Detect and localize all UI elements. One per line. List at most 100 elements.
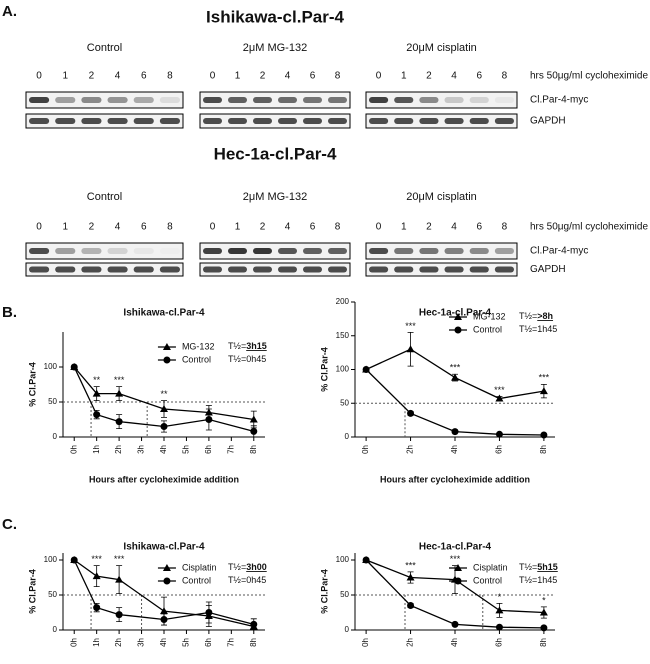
chart-title: Hec-1a-cl.Par-4	[419, 308, 492, 319]
lane-label: 8	[167, 222, 173, 233]
marker	[406, 345, 415, 353]
lane-label: 2	[89, 222, 95, 233]
band	[203, 97, 222, 103]
band	[328, 248, 347, 254]
band	[253, 97, 272, 103]
marker	[93, 604, 101, 612]
significance: **	[93, 375, 101, 385]
marker	[451, 373, 459, 381]
band	[419, 118, 439, 124]
x-tick-label: 5h	[182, 445, 191, 454]
marker	[495, 394, 504, 402]
series-line	[73, 559, 254, 626]
marker	[451, 428, 459, 436]
legend-label: MG-132	[473, 311, 506, 321]
y-tick-label: 150	[336, 331, 350, 340]
blot-strip	[25, 113, 184, 129]
band	[494, 248, 514, 254]
y-tick-label: 200	[336, 297, 350, 306]
x-tick-label: 2h	[114, 638, 123, 647]
band	[278, 266, 297, 273]
lane-label: 8	[335, 222, 341, 233]
band	[494, 97, 514, 103]
legend-marker	[162, 564, 171, 571]
lane-label: 1	[401, 71, 407, 82]
legend-label: Control	[473, 575, 502, 585]
half-life-value: 3h15	[246, 341, 267, 351]
band	[394, 118, 414, 124]
marker	[160, 405, 168, 412]
significance: *	[498, 592, 502, 602]
band	[444, 248, 464, 254]
lane-label: 8	[167, 71, 173, 82]
lane-label: 2	[426, 71, 432, 82]
band	[29, 248, 50, 254]
band	[369, 248, 389, 254]
x-tick-label: 6h	[204, 445, 213, 454]
marker	[362, 366, 370, 373]
band	[203, 118, 222, 124]
band	[253, 248, 272, 254]
half-life-prefix: T½=	[228, 341, 246, 351]
band	[328, 118, 347, 124]
row-label: GAPDH	[530, 116, 566, 127]
marker	[115, 575, 124, 583]
x-axis-label: Hours after cycloheximide addition	[89, 474, 239, 484]
half-life-label: T½=3h00	[228, 562, 267, 572]
marker	[249, 415, 258, 423]
x-tick-label: 0h	[69, 638, 78, 647]
band	[369, 266, 389, 273]
x-tick-label: 0h	[361, 638, 370, 647]
marker	[92, 572, 101, 580]
series-line	[73, 366, 254, 421]
band	[419, 97, 439, 103]
marker	[250, 620, 258, 628]
half-life-label: T½=1h45	[519, 575, 557, 585]
lane-label: 0	[36, 222, 42, 233]
marker	[451, 620, 459, 628]
significance: ***	[450, 363, 461, 373]
significance: ***	[91, 554, 102, 564]
marker	[540, 431, 548, 439]
x-tick-label: 1h	[92, 445, 101, 454]
blot-strip	[199, 242, 351, 260]
significance: ***	[405, 321, 416, 331]
blot-strip	[199, 91, 351, 109]
band	[29, 97, 50, 103]
band	[369, 118, 389, 124]
row-label: Cl.Par-4-myc	[530, 246, 588, 257]
blot-title: Hec-1a-cl.Par-4	[214, 144, 337, 163]
y-axis-label: % Cl.Par-4	[27, 362, 37, 407]
band	[494, 266, 514, 273]
y-tick-label: 100	[44, 555, 58, 564]
half-life-value: 1h45	[537, 324, 557, 334]
lane-label: 0	[376, 222, 382, 233]
x-tick-label: 2h	[114, 445, 123, 454]
band	[303, 248, 322, 254]
y-tick-label: 50	[340, 398, 349, 407]
lane-label: 2	[260, 71, 266, 82]
significance: ***	[405, 560, 416, 570]
x-tick-label: 6h	[495, 638, 504, 647]
band	[444, 118, 464, 124]
band	[55, 118, 76, 124]
band	[278, 248, 297, 254]
y-tick-label: 50	[48, 590, 57, 599]
lane-label: 2	[89, 71, 95, 82]
marker	[160, 607, 168, 615]
band	[159, 97, 180, 103]
band	[394, 266, 414, 273]
marker	[539, 608, 548, 616]
marker	[362, 556, 370, 564]
marker	[495, 623, 503, 631]
lane-label: 0	[36, 71, 42, 82]
legend-label: Cisplatin	[182, 562, 217, 572]
x-tick-label: 0h	[69, 445, 78, 454]
blot-strip	[25, 262, 184, 277]
x-tick-label: 8h	[249, 638, 258, 647]
chart-title: Ishikawa-cl.Par-4	[123, 308, 205, 319]
band	[160, 248, 180, 254]
half-life-prefix: T½=	[519, 311, 537, 321]
marker	[406, 573, 415, 581]
legend-label: MG-132	[182, 341, 215, 351]
